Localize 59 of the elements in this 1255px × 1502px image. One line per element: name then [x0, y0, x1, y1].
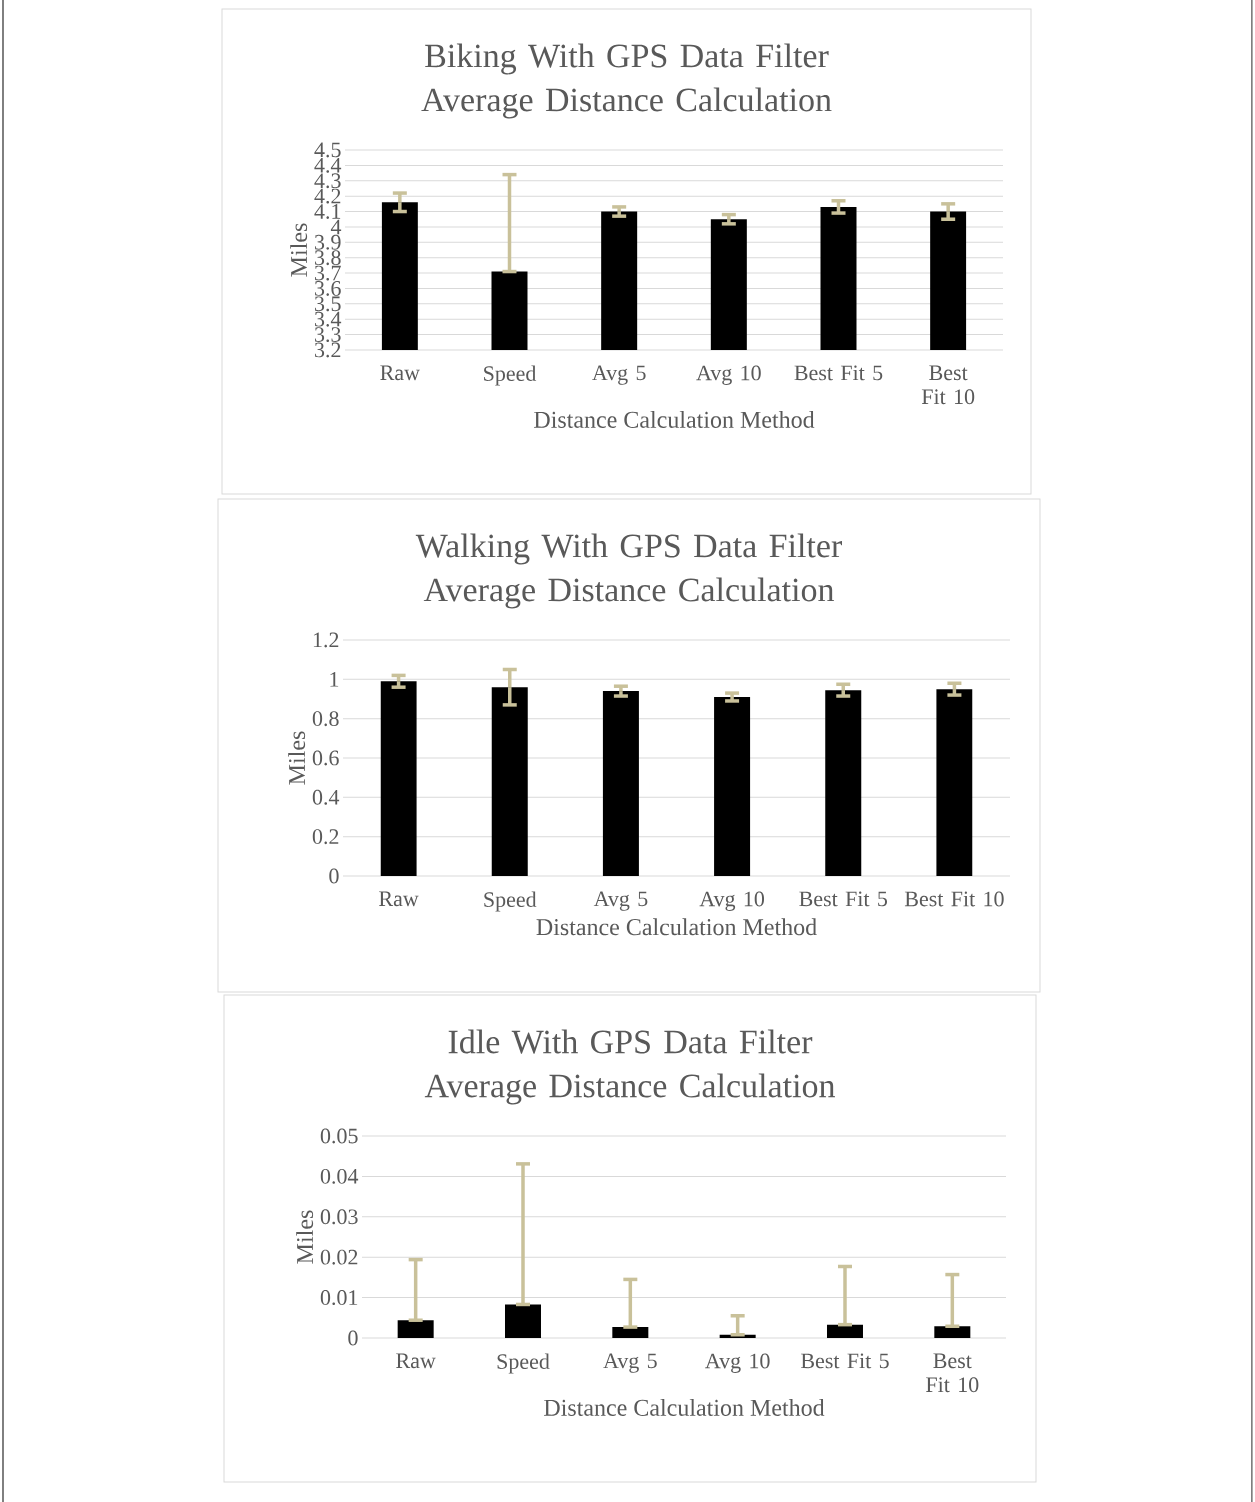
y-tick-label: 4.1 — [314, 204, 341, 219]
bar — [934, 1326, 971, 1338]
x-tick-label: Best Fit 5 — [799, 891, 888, 907]
y-tick-label: 0.8 — [312, 711, 339, 727]
x-axis-title: Distance Calculation Method — [536, 918, 817, 936]
y-axis-title: Miles — [290, 223, 308, 277]
y-tick-label: 0 — [348, 1330, 358, 1346]
x-tick-label: Raw — [396, 1353, 436, 1369]
bar — [826, 1324, 863, 1338]
y-tick-label: 1.2 — [313, 632, 339, 648]
y-tick-label: 0 — [329, 868, 339, 884]
y-tick-label: 0.6 — [312, 750, 339, 766]
y-tick-label: 3.5 — [315, 296, 341, 312]
x-tick-label: Avg 5 — [593, 891, 648, 911]
x-tick-label: Best Fit 5 — [794, 365, 883, 381]
y-tick-label: 3.4 — [315, 311, 342, 327]
y-tick-label: 0.02 — [320, 1249, 358, 1265]
y-tick-label: 1 — [330, 672, 339, 687]
chart-title: Walking With GPS Data Filter Average Distance Calculation — [415, 533, 842, 609]
y-tick-label: 0.04 — [320, 1168, 359, 1184]
x-tick-label: Best Fit 10 — [921, 365, 975, 405]
y-tick-label: 3.2 — [315, 342, 341, 358]
x-tick-label: Best Fit 10 — [904, 891, 1004, 907]
x-tick-label: Avg 5 — [603, 1353, 657, 1373]
bar — [397, 1320, 434, 1338]
bar — [612, 1327, 649, 1338]
y-tick-label: 0.2 — [312, 829, 339, 845]
x-tick-label: Avg 5 — [592, 365, 646, 385]
x-tick-label: Avg 10 — [699, 891, 765, 911]
x-tick-label: Best Fit 10 — [926, 1353, 979, 1393]
y-tick-label: 4.2 — [314, 188, 341, 204]
y-tick-label: 0.05 — [320, 1128, 358, 1144]
chart-title: Biking With GPS Data Filter Average Distance Calculation — [421, 43, 832, 119]
x-tick-label: Avg 10 — [705, 1353, 770, 1373]
chart-title: Idle With GPS Data Filter Average Distance Calculation — [424, 1029, 836, 1105]
y-tick-label: 3.3 — [315, 327, 341, 343]
x-tick-label: Speed — [484, 365, 537, 386]
y-tick-label: 4.4 — [314, 157, 342, 173]
x-tick-label: Speed — [497, 1353, 550, 1374]
y-tick-label: 4.5 — [314, 142, 341, 158]
y-axis-title: Miles — [288, 731, 306, 785]
y-tick-label: 0.03 — [320, 1209, 358, 1225]
x-axis-title: Distance Calculation Method — [544, 1399, 825, 1416]
y-tick-label: 3.7 — [315, 265, 341, 281]
x-tick-label: Speed — [484, 891, 537, 912]
y-tick-label: 0.4 — [312, 789, 340, 805]
y-tick-label: 3.9 — [315, 234, 341, 250]
x-tick-label: Best Fit 5 — [801, 1353, 889, 1369]
y-tick-label: 4.3 — [314, 173, 341, 189]
bar — [505, 1304, 541, 1338]
y-tick-label: 4 — [330, 219, 342, 235]
y-tick-label: 3.8 — [315, 250, 341, 266]
x-tick-label: Avg 10 — [696, 365, 761, 385]
x-axis-title: Distance Calculation Method — [534, 411, 815, 428]
y-tick-label: 0.01 — [320, 1290, 358, 1306]
x-tick-label: Raw — [379, 891, 419, 907]
y-axis-title: Miles — [296, 1210, 314, 1264]
x-tick-label: Raw — [380, 365, 420, 381]
y-tick-label: 3.6 — [315, 281, 341, 296]
